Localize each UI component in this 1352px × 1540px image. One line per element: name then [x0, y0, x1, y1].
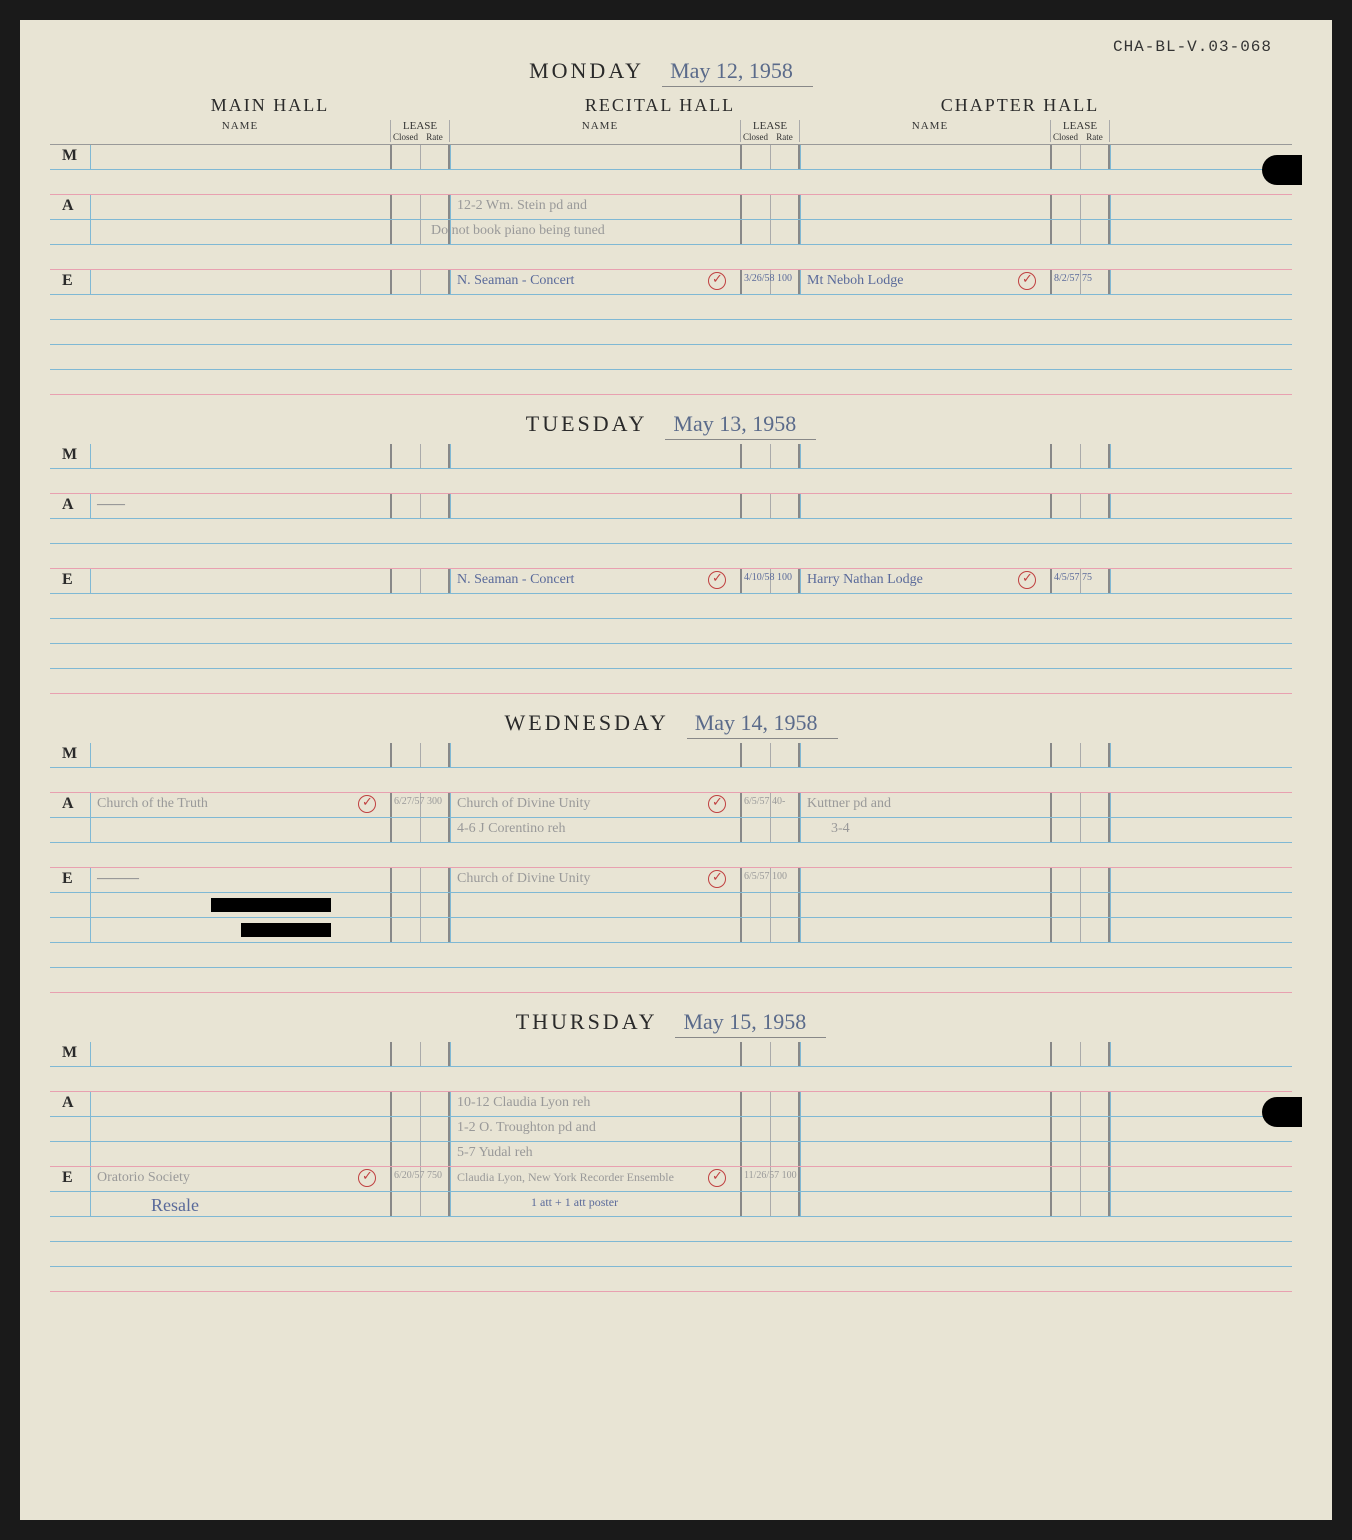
entry: 1 att + 1 att poster: [531, 1195, 618, 1210]
entry: 5-7 Yudal reh: [457, 1145, 533, 1161]
checkmark-icon: [708, 571, 726, 589]
day-date: May 15, 1958: [675, 1009, 826, 1038]
day-date: May 13, 1958: [665, 411, 816, 440]
day-block-monday: MONDAY May 12, 1958 MAIN HALL RECITAL HA…: [50, 50, 1292, 395]
checkmark-icon: [1018, 272, 1036, 290]
ledger-page: CHA-BL-V.03-068 MONDAY May 12, 1958 MAIN…: [20, 20, 1332, 1520]
column-headers: NAME LEASE ClosedRate NAME LEASE ClosedR…: [50, 118, 1292, 145]
entry: Church of the Truth: [97, 796, 208, 812]
ledger-grid-tuesday: M A—— EN. Seaman - Concert4/10/58 100Har…: [50, 444, 1292, 694]
checkmark-icon: [708, 795, 726, 813]
entry: Do not book piano being tuned: [431, 223, 605, 239]
entry: Oratorio Society: [97, 1170, 190, 1186]
day-name: TUESDAY: [526, 411, 648, 437]
entry: N. Seaman - Concert: [457, 273, 574, 289]
day-block-thursday: THURSDAY May 15, 1958 M A10-12 Claudia L…: [50, 1001, 1292, 1292]
entry-struck: ——: [97, 497, 125, 513]
entry: 3-4: [831, 821, 850, 837]
entry: Kuttner pd and: [807, 796, 891, 812]
day-header: MONDAY May 12, 1958: [50, 50, 1292, 91]
checkmark-icon: [358, 1169, 376, 1187]
hall-title-recital: RECITAL HALL: [500, 95, 820, 116]
checkmark-icon: [358, 795, 376, 813]
day-header: TUESDAY May 13, 1958: [50, 403, 1292, 444]
ledger-grid-monday: M A12-2 Wm. Stein pd and Do not book pia…: [50, 145, 1292, 395]
entry-struck: ———: [97, 871, 139, 887]
entry: Claudia Lyon, New York Recorder Ensemble: [457, 1170, 674, 1185]
binder-hole-icon: [1262, 155, 1302, 185]
hall-headers: MAIN HALL RECITAL HALL CHAPTER HALL: [50, 91, 1292, 118]
entry: Church of Divine Unity: [457, 871, 590, 887]
redaction: [211, 898, 331, 912]
hall-title-chapter: CHAPTER HALL: [880, 95, 1160, 116]
entry: N. Seaman - Concert: [457, 572, 574, 588]
day-header: WEDNESDAY May 14, 1958: [50, 702, 1292, 743]
binder-hole-icon: [1262, 1097, 1302, 1127]
entry: 12-2 Wm. Stein pd and: [457, 198, 587, 214]
entry: Harry Nathan Lodge: [807, 572, 923, 588]
day-block-tuesday: TUESDAY May 13, 1958 M A—— EN. Seaman - …: [50, 403, 1292, 694]
checkmark-icon: [1018, 571, 1036, 589]
checkmark-icon: [708, 272, 726, 290]
day-name: WEDNESDAY: [504, 710, 668, 736]
hall-title-main: MAIN HALL: [100, 95, 440, 116]
ledger-grid-thursday: M A10-12 Claudia Lyon reh 1-2 O. Trought…: [50, 1042, 1292, 1292]
redaction: [241, 923, 331, 937]
ledger-grid-wednesday: M AChurch of the Truth6/27/57 300Church …: [50, 743, 1292, 993]
entry: 1-2 O. Troughton pd and: [457, 1120, 596, 1136]
day-header: THURSDAY May 15, 1958: [50, 1001, 1292, 1042]
entry: 4-6 J Corentino reh: [457, 821, 565, 837]
day-date: May 14, 1958: [687, 710, 838, 739]
day-name: MONDAY: [529, 58, 644, 84]
day-name: THURSDAY: [516, 1009, 658, 1035]
checkmark-icon: [708, 1169, 726, 1187]
day-date: May 12, 1958: [662, 58, 813, 87]
entry: Mt Neboh Lodge: [807, 273, 903, 289]
entry: Resale: [151, 1195, 199, 1216]
day-block-wednesday: WEDNESDAY May 14, 1958 M AChurch of the …: [50, 702, 1292, 993]
checkmark-icon: [708, 870, 726, 888]
entry: Church of Divine Unity: [457, 796, 590, 812]
entry: 10-12 Claudia Lyon reh: [457, 1095, 590, 1111]
